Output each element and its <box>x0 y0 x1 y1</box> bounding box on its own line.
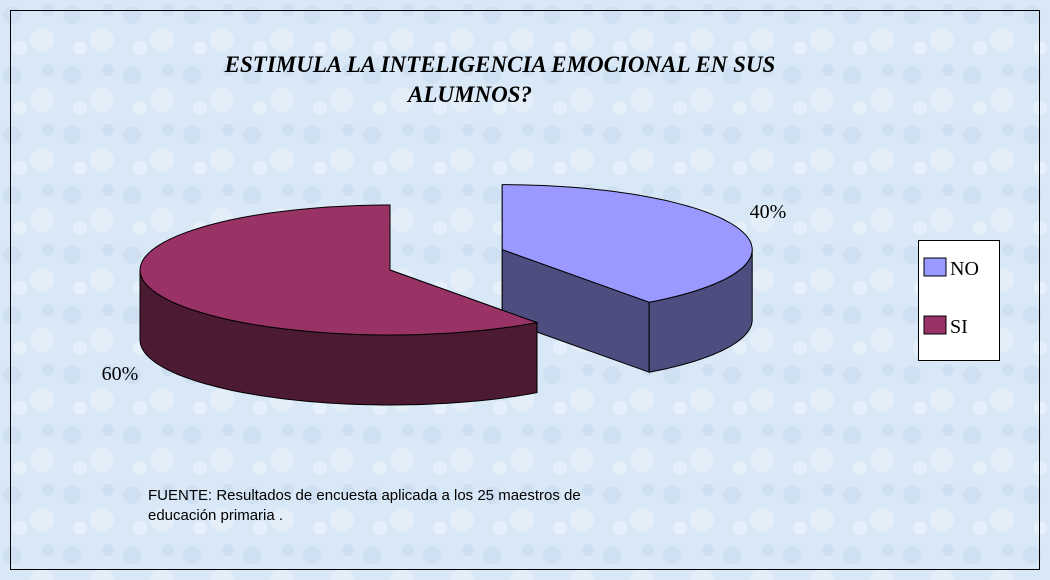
chart-title: ESTIMULA LA INTELIGENCIA EMOCIONAL EN SU… <box>224 52 776 77</box>
legend-label: NO <box>950 258 979 280</box>
slice-top <box>139 204 539 336</box>
pie <box>139 184 753 406</box>
slice-top <box>501 184 753 303</box>
source-note: FUENTE: Resultados de encuesta aplicada … <box>148 487 581 504</box>
legend-swatch <box>923 257 947 277</box>
chart-title: ALUMNOS? <box>406 82 532 107</box>
pie-slice <box>501 184 753 373</box>
source-note: educación primaria . <box>148 507 283 524</box>
data-label: 40% <box>750 201 787 223</box>
data-label: 60% <box>102 363 139 385</box>
pie-slice <box>139 204 539 406</box>
chart-frame <box>10 10 1040 570</box>
legend-label: SI <box>950 316 968 338</box>
legend-swatch <box>923 315 947 335</box>
